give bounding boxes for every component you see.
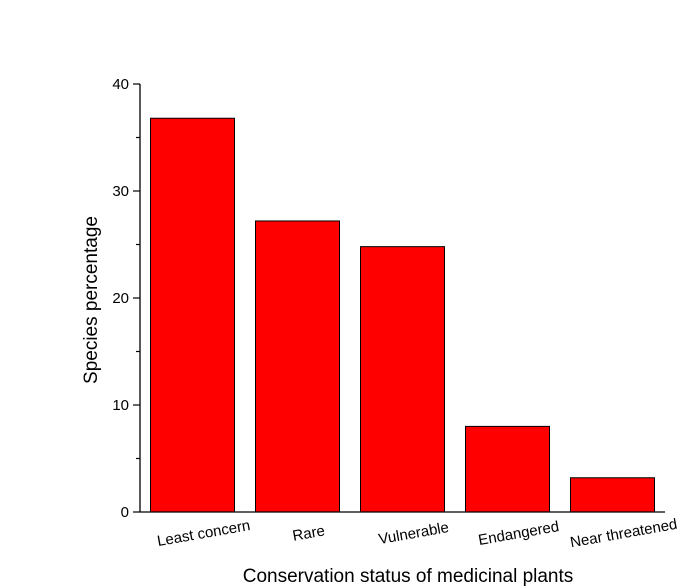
- y-tick-label: 20: [112, 290, 129, 307]
- y-tick-label: 0: [121, 504, 129, 521]
- bar-near-threatened: [570, 477, 655, 513]
- x-tick-label: Least concern: [156, 517, 252, 550]
- x-tick-label: Near threatened: [569, 516, 679, 552]
- x-tick-label: Endangered: [477, 518, 560, 549]
- bar-endangered: [465, 425, 550, 513]
- x-tick-label: Vulnerable: [377, 519, 450, 548]
- x-tick-label: Rare: [291, 522, 326, 544]
- bar-vulnerable: [360, 246, 445, 513]
- y-tick-label: 40: [112, 76, 129, 93]
- y-ticks-group: 0 10 20 30 40: [112, 76, 140, 521]
- y-axis-title: Species percentage: [81, 216, 102, 384]
- bar-least-concern: [150, 117, 235, 513]
- bars-group: [150, 117, 655, 513]
- y-tick-label: 10: [112, 397, 129, 414]
- x-axis-title: Conservation status of medicinal plants: [243, 566, 574, 587]
- bar-rare: [255, 220, 340, 513]
- y-tick-label: 30: [112, 183, 129, 200]
- x-ticks-group: Least concern Rare Vulnerable Endangered Nea…: [156, 516, 679, 552]
